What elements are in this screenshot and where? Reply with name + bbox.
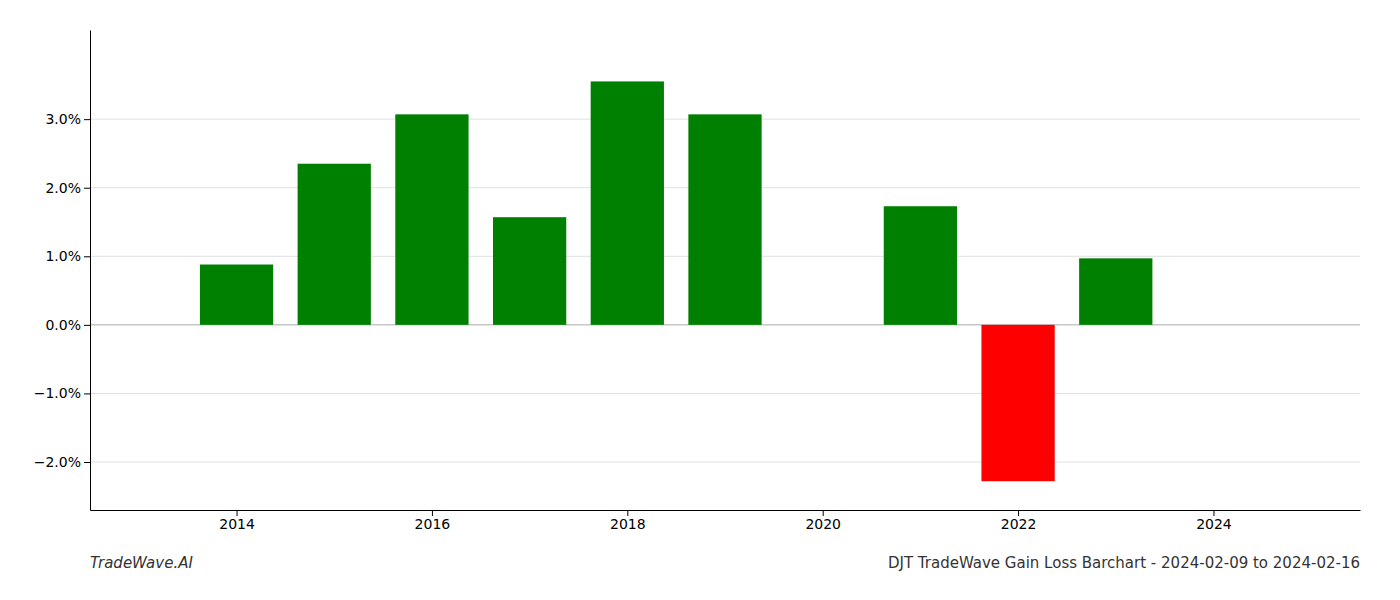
bar <box>688 114 761 325</box>
chart: 2014 2016 2018 2020 2022 2024 −2.0% −1.0% 0.0% 1.… <box>0 0 1400 600</box>
y-tick-mark <box>84 393 90 394</box>
x-tick: 2022 <box>1001 510 1037 532</box>
y-tick: 0.0% <box>45 317 90 333</box>
x-tick-label: 2014 <box>219 516 255 532</box>
y-tick-label: 1.0% <box>45 248 81 264</box>
y-tick-label: −1.0% <box>34 385 81 401</box>
bars <box>200 81 1153 481</box>
x-tick: 2014 <box>219 510 255 532</box>
x-axis: 2014 2016 2018 2020 2022 2024 <box>91 510 1361 532</box>
y-tick: 3.0% <box>45 111 90 127</box>
y-tick-label: 2.0% <box>45 180 81 196</box>
bar <box>395 114 468 325</box>
watermark: TradeWave.AI <box>90 554 193 572</box>
y-axis-line <box>90 31 91 511</box>
x-tick-label: 2024 <box>1196 516 1232 532</box>
bar <box>493 217 566 325</box>
y-tick-mark <box>84 188 90 189</box>
x-tick: 2018 <box>610 510 646 532</box>
x-tick: 2016 <box>415 510 451 532</box>
y-tick: 2.0% <box>45 180 90 196</box>
bar <box>591 81 664 324</box>
y-axis: −2.0% −1.0% 0.0% 1.0% 2.0% 3.0% <box>34 31 91 511</box>
x-tick: 2020 <box>805 510 841 532</box>
grid-line <box>90 462 1360 463</box>
x-tick-label: 2018 <box>610 516 646 532</box>
x-tick: 2024 <box>1196 510 1232 532</box>
y-tick: 1.0% <box>45 248 90 264</box>
grid-line <box>90 393 1360 394</box>
x-tick-label: 2016 <box>415 516 451 532</box>
y-tick-mark <box>84 462 90 463</box>
bar <box>981 325 1054 481</box>
bar <box>884 206 957 325</box>
x-tick-label: 2022 <box>1001 516 1037 532</box>
x-tick-label: 2020 <box>805 516 841 532</box>
y-tick-label: −2.0% <box>34 454 81 470</box>
y-tick: −2.0% <box>34 454 90 470</box>
y-tick-label: 0.0% <box>45 317 81 333</box>
y-tick-mark <box>84 325 90 326</box>
bar <box>298 164 371 325</box>
bar <box>1079 258 1152 325</box>
y-tick-label: 3.0% <box>45 111 81 127</box>
y-tick: −1.0% <box>34 385 90 401</box>
y-tick-mark <box>84 119 90 120</box>
y-tick-mark <box>84 256 90 257</box>
background <box>0 0 1400 600</box>
bar <box>200 265 273 325</box>
x-axis-line <box>91 510 1361 511</box>
title: DJT TradeWave Gain Loss Barchart - 2024-… <box>888 554 1360 572</box>
